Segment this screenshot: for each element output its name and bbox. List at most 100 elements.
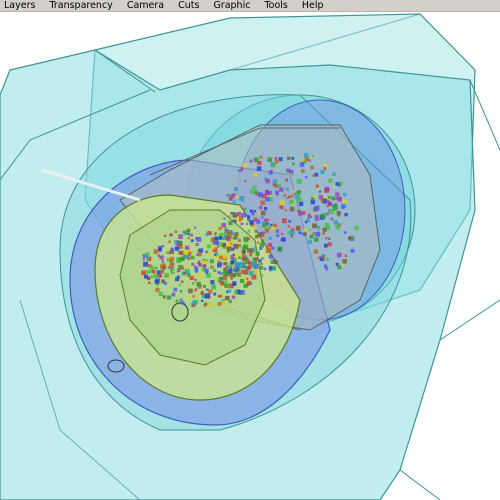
- hit-marker: [179, 298, 183, 302]
- hit-marker: [231, 295, 236, 299]
- hit-marker: [194, 288, 198, 292]
- hit-marker: [207, 244, 212, 249]
- detector-3d-view[interactable]: [0, 12, 500, 500]
- hit-marker: [207, 251, 211, 255]
- hit-marker: [309, 234, 314, 239]
- hit-marker: [323, 164, 328, 169]
- hit-marker: [190, 255, 195, 260]
- hit-marker: [194, 267, 199, 271]
- hit-marker: [232, 253, 235, 257]
- hit-marker: [247, 218, 250, 222]
- hit-marker: [237, 238, 241, 242]
- menu-camera[interactable]: Camera: [126, 0, 165, 11]
- hit-marker: [255, 251, 260, 256]
- hit-marker: [250, 223, 254, 227]
- menu-transparency[interactable]: Transparency: [49, 0, 113, 11]
- hit-marker: [255, 257, 259, 261]
- hit-marker: [226, 290, 229, 293]
- hit-marker: [236, 211, 242, 217]
- hit-marker: [247, 265, 252, 270]
- hit-marker: [210, 280, 215, 285]
- hit-marker: [242, 277, 248, 283]
- hit-marker: [335, 197, 338, 200]
- hit-marker: [270, 259, 275, 264]
- hit-marker: [155, 287, 160, 292]
- hit-marker: [224, 283, 229, 289]
- hit-marker: [217, 245, 220, 248]
- hit-marker: [174, 230, 177, 233]
- hit-marker: [296, 179, 302, 184]
- hit-marker: [179, 290, 183, 293]
- hit-marker: [268, 236, 272, 240]
- hit-marker: [222, 243, 226, 248]
- hit-marker: [296, 197, 302, 203]
- hit-marker: [186, 265, 190, 269]
- hit-marker: [224, 229, 229, 234]
- hit-marker: [208, 303, 212, 307]
- hit-marker: [145, 252, 150, 257]
- hit-marker: [155, 266, 158, 270]
- hit-marker: [148, 281, 151, 284]
- hit-marker: [277, 184, 281, 189]
- hit-marker: [312, 223, 317, 229]
- hit-marker: [326, 212, 329, 216]
- hit-marker: [155, 282, 159, 286]
- hit-marker: [219, 242, 225, 248]
- hit-marker: [229, 263, 234, 267]
- hit-marker: [267, 218, 270, 221]
- hit-marker: [245, 222, 249, 226]
- menu-help[interactable]: Help: [301, 0, 324, 11]
- hit-marker: [209, 259, 214, 264]
- hit-marker: [260, 239, 265, 243]
- hit-marker: [244, 180, 247, 183]
- hit-marker: [257, 160, 262, 166]
- hit-marker: [229, 265, 232, 269]
- menu-layers[interactable]: Layers: [4, 0, 36, 11]
- hit-marker: [206, 273, 211, 278]
- hit-marker: [149, 270, 153, 273]
- hit-marker: [244, 255, 248, 259]
- hit-marker: [230, 255, 235, 260]
- hit-marker: [320, 213, 326, 219]
- hit-marker: [298, 201, 304, 207]
- hit-marker: [343, 192, 347, 197]
- menu-cuts[interactable]: Cuts: [178, 0, 200, 11]
- hit-marker: [264, 177, 268, 181]
- hit-marker: [198, 260, 201, 263]
- hit-marker: [159, 255, 164, 260]
- hit-marker: [244, 207, 247, 210]
- hit-marker: [260, 274, 264, 277]
- hit-marker: [304, 156, 310, 162]
- hit-marker: [254, 269, 259, 275]
- event-display-canvas[interactable]: [0, 12, 500, 500]
- menu-graphic[interactable]: Graphic: [213, 0, 251, 11]
- hit-marker: [210, 239, 214, 243]
- hit-marker: [259, 155, 263, 159]
- hit-marker: [318, 195, 323, 200]
- hit-marker: [190, 239, 194, 243]
- hit-marker: [325, 186, 330, 192]
- hit-marker: [244, 270, 249, 275]
- hit-marker: [259, 265, 264, 270]
- beam-line: [41, 168, 141, 202]
- hit-marker: [247, 237, 250, 241]
- hit-marker: [169, 260, 173, 264]
- hit-marker: [261, 257, 264, 260]
- hit-marker: [247, 229, 251, 233]
- hit-marker: [197, 249, 200, 252]
- hit-marker: [197, 251, 202, 257]
- hit-marker: [265, 190, 268, 193]
- hit-marker: [317, 256, 321, 260]
- hit-marker: [269, 268, 272, 272]
- hit-marker: [338, 181, 343, 186]
- hit-marker: [214, 252, 219, 256]
- hit-marker: [223, 217, 226, 220]
- menu-tools[interactable]: Tools: [264, 0, 288, 11]
- hit-marker: [228, 230, 233, 235]
- hit-marker: [327, 242, 332, 247]
- hit-marker: [218, 227, 222, 231]
- hit-marker: [201, 266, 207, 272]
- hit-marker: [273, 258, 276, 262]
- hit-marker: [197, 262, 200, 265]
- hit-marker: [226, 237, 231, 242]
